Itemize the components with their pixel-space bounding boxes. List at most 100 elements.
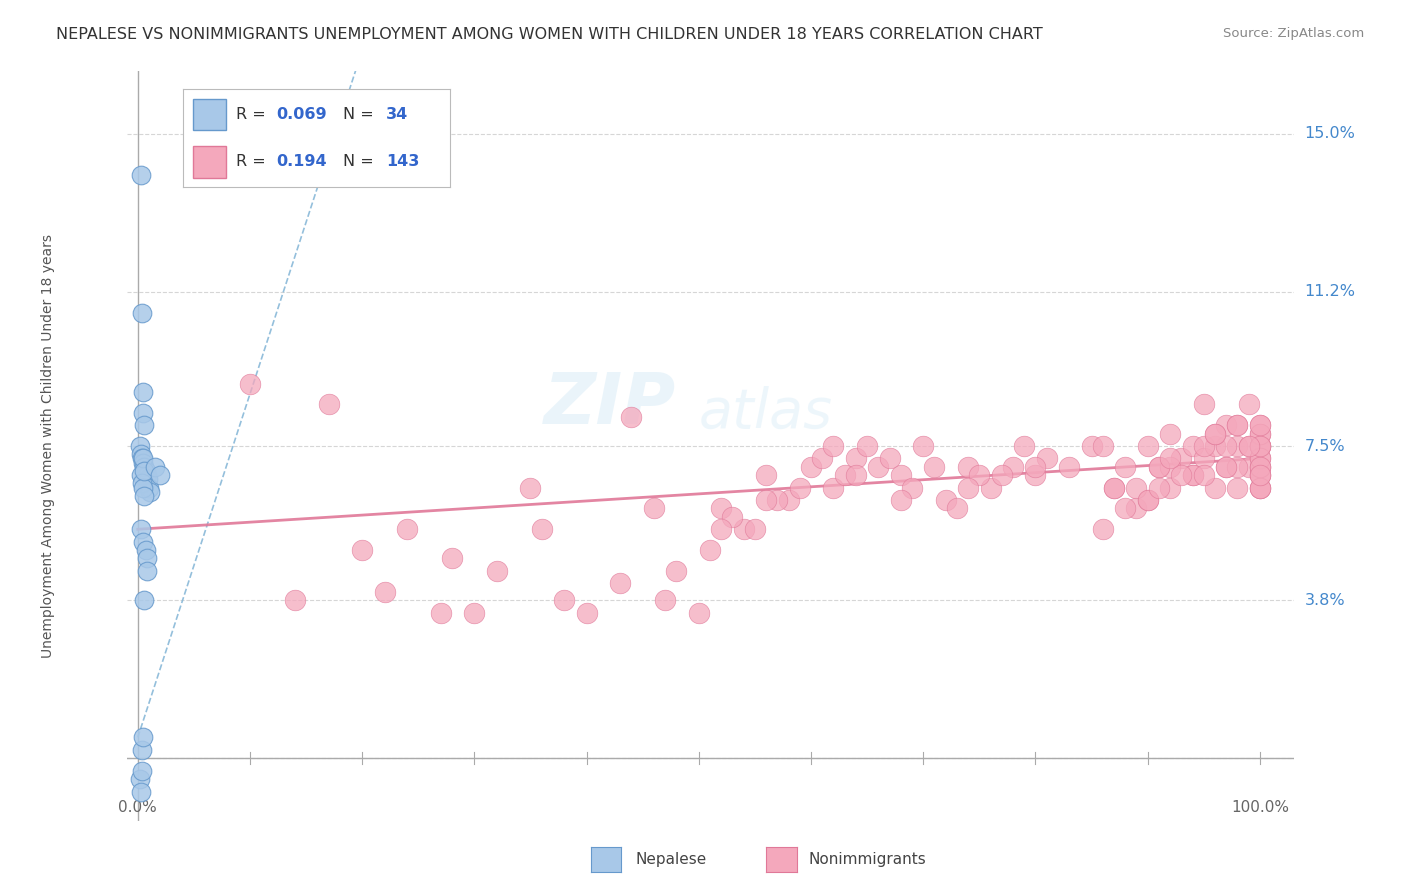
Point (1249, 439, 1271, 453)
Point (553, 593, 575, 607)
FancyBboxPatch shape (194, 99, 225, 130)
Point (1192, 397, 1215, 411)
Point (643, 501, 665, 516)
Point (957, 459, 980, 474)
Point (1249, 426, 1271, 441)
Point (1136, 493, 1159, 508)
Point (1080, 439, 1102, 453)
Text: atlas: atlas (699, 386, 832, 439)
Point (374, 584, 396, 599)
Point (1114, 501, 1136, 516)
Point (131, 743, 153, 757)
Point (1215, 459, 1237, 474)
Point (318, 397, 340, 411)
Point (1249, 459, 1271, 474)
Point (879, 451, 901, 466)
Point (519, 481, 541, 495)
Point (1181, 468, 1204, 483)
Point (1114, 459, 1136, 474)
Point (1024, 468, 1046, 483)
Point (1215, 459, 1237, 474)
Point (1170, 468, 1192, 483)
Point (1035, 451, 1057, 466)
Point (733, 522, 755, 536)
Point (135, 543, 157, 558)
Point (778, 493, 800, 508)
Text: NEPALESE VS NONIMMIGRANTS UNEMPLOYMENT AMONG WOMEN WITH CHILDREN UNDER 18 YEARS : NEPALESE VS NONIMMIGRANTS UNEMPLOYMENT A… (56, 27, 1043, 42)
Point (135, 551, 157, 566)
Text: 100.0%: 100.0% (1230, 800, 1289, 814)
Point (131, 306, 153, 320)
Point (1226, 418, 1249, 433)
Text: 11.2%: 11.2% (1305, 285, 1355, 300)
Point (440, 551, 463, 566)
Point (131, 451, 153, 466)
Point (1091, 522, 1114, 536)
Point (284, 593, 307, 607)
Point (890, 468, 912, 483)
Point (1192, 468, 1215, 483)
Point (134, 464, 156, 478)
Point (845, 451, 868, 466)
Text: N =: N = (343, 107, 374, 122)
Text: 143: 143 (385, 154, 419, 169)
Point (823, 481, 845, 495)
Point (699, 543, 721, 558)
Point (1249, 439, 1271, 453)
Point (1204, 426, 1226, 441)
Point (132, 451, 155, 466)
Point (1249, 439, 1271, 453)
Point (1136, 439, 1159, 453)
Point (575, 606, 598, 620)
Point (890, 493, 912, 508)
Point (721, 509, 744, 524)
Point (1237, 397, 1260, 411)
Point (800, 459, 823, 474)
Point (149, 468, 172, 483)
Point (1159, 451, 1181, 466)
Point (134, 489, 156, 503)
Point (980, 481, 1002, 495)
Text: Nepalese: Nepalese (636, 853, 707, 867)
Point (1249, 481, 1271, 495)
Point (1237, 439, 1260, 453)
Point (1237, 439, 1260, 453)
Point (1249, 468, 1271, 483)
Text: 15.0%: 15.0% (1305, 127, 1355, 141)
Point (135, 464, 157, 478)
Point (1204, 426, 1226, 441)
Point (1159, 481, 1181, 495)
Point (1147, 459, 1170, 474)
Point (134, 418, 156, 433)
Point (901, 481, 924, 495)
Point (1249, 439, 1271, 453)
Point (463, 606, 485, 620)
Point (1249, 451, 1271, 466)
Point (1215, 418, 1237, 433)
Text: 7.5%: 7.5% (1305, 439, 1346, 453)
Point (755, 468, 778, 483)
Point (132, 384, 155, 399)
Point (239, 376, 262, 391)
Point (131, 476, 153, 491)
Point (1249, 468, 1271, 483)
Point (1204, 439, 1226, 453)
Point (1102, 481, 1125, 495)
Point (1181, 439, 1204, 453)
Point (688, 606, 710, 620)
Point (129, 784, 152, 798)
Point (834, 468, 856, 483)
Point (1192, 451, 1215, 466)
Text: 34: 34 (385, 107, 408, 122)
Point (755, 493, 778, 508)
Point (132, 456, 155, 470)
Point (868, 459, 890, 474)
Point (1159, 459, 1181, 474)
Point (1237, 459, 1260, 474)
Point (132, 406, 155, 420)
Point (1012, 439, 1035, 453)
Text: 3.8%: 3.8% (1305, 592, 1346, 607)
Point (139, 484, 162, 499)
Point (132, 481, 155, 495)
Point (1226, 418, 1249, 433)
